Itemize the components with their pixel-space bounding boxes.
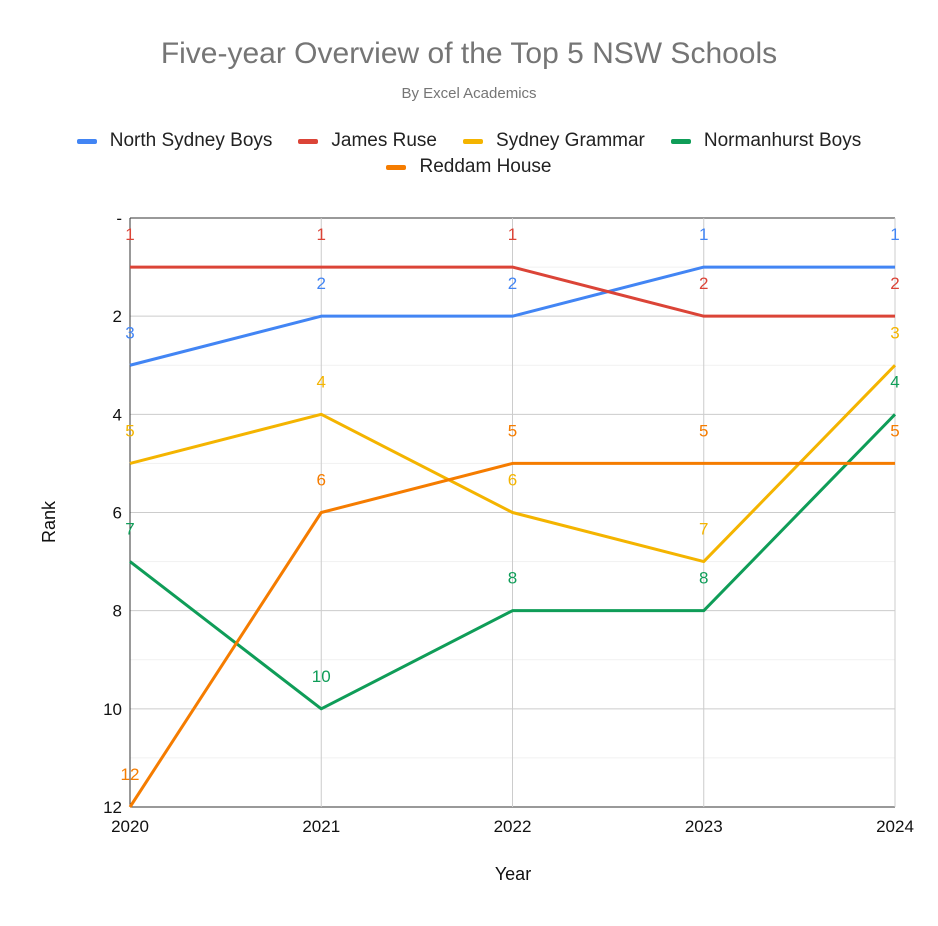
legend-item-reddam-house[interactable]: Reddam House [386, 156, 552, 178]
data-label: 5 [125, 421, 134, 440]
data-label: 7 [699, 520, 708, 539]
series-line-3 [129, 413, 897, 711]
chart-subtitle: By Excel Academics [401, 85, 537, 102]
x-tick-label: 2021 [302, 817, 340, 836]
data-label: 3 [890, 323, 899, 342]
series-line-0 [129, 265, 895, 367]
data-label: 1 [890, 225, 899, 244]
x-tick-label: 2023 [685, 817, 723, 836]
data-label: 1 [125, 225, 134, 244]
data-label: 7 [125, 520, 134, 539]
y-tick-label: 2 [113, 307, 122, 326]
series-line-1 [130, 265, 895, 318]
series-line-2 [129, 364, 897, 564]
data-label: 1 [699, 225, 708, 244]
data-label: 2 [317, 274, 326, 293]
legend-label: Reddam House [419, 156, 552, 177]
legend-swatch [298, 138, 319, 144]
series-line-4 [128, 461, 895, 808]
x-tick-label: 2020 [111, 817, 149, 836]
data-label: 10 [312, 667, 331, 686]
legend-item-james-ruse[interactable]: James Ruse [298, 130, 437, 152]
y-tick-label: - [116, 209, 122, 228]
legend-swatch [463, 138, 484, 144]
y-tick-label: 8 [113, 602, 122, 621]
y-tick-label: 4 [113, 405, 122, 424]
x-tick-label: 2022 [494, 817, 532, 836]
x-axis-label: Year [495, 864, 531, 884]
data-label: 8 [699, 569, 708, 588]
y-tick-label: 10 [103, 700, 122, 719]
y-axis-label: Rank [39, 500, 59, 543]
y-tick-label: 6 [113, 504, 122, 523]
data-label: 5 [890, 421, 899, 440]
legend-label: James Ruse [331, 130, 438, 151]
data-label: 2 [890, 274, 899, 293]
legend-item-north-sydney-boys[interactable]: North Sydney Boys [76, 130, 273, 152]
legend-label: North Sydney Boys [109, 130, 273, 151]
legend-item-normanhurst-boys[interactable]: Normanhurst Boys [670, 130, 862, 152]
chart-title: Five-year Overview of the Top 5 NSW Scho… [160, 37, 778, 70]
series-lines [128, 265, 897, 808]
data-label: 6 [317, 471, 326, 490]
data-label: 8 [508, 569, 517, 588]
data-label: 12 [121, 765, 140, 784]
legend-row-2: Reddam House [0, 156, 938, 178]
data-label: 5 [508, 421, 517, 440]
data-label: 3 [125, 323, 134, 342]
data-label: 4 [890, 372, 899, 391]
legend-label: Normanhurst Boys [703, 130, 862, 151]
data-label: 2 [508, 274, 517, 293]
data-label: 1 [508, 225, 517, 244]
legend-swatch [670, 138, 691, 144]
legend-swatch [76, 138, 97, 144]
data-label: 2 [699, 274, 708, 293]
data-label: 6 [508, 471, 517, 490]
x-tick-label: 2024 [876, 817, 914, 836]
legend-swatch [386, 164, 407, 170]
legend: North Sydney Boys James Ruse Sydney Gram… [0, 130, 938, 152]
legend-item-sydney-grammar[interactable]: Sydney Grammar [463, 130, 645, 152]
data-label: 1 [317, 225, 326, 244]
data-label: 5 [699, 421, 708, 440]
data-label: 4 [317, 372, 326, 391]
y-tick-label: 12 [103, 798, 122, 817]
legend-label: Sydney Grammar [496, 130, 645, 151]
